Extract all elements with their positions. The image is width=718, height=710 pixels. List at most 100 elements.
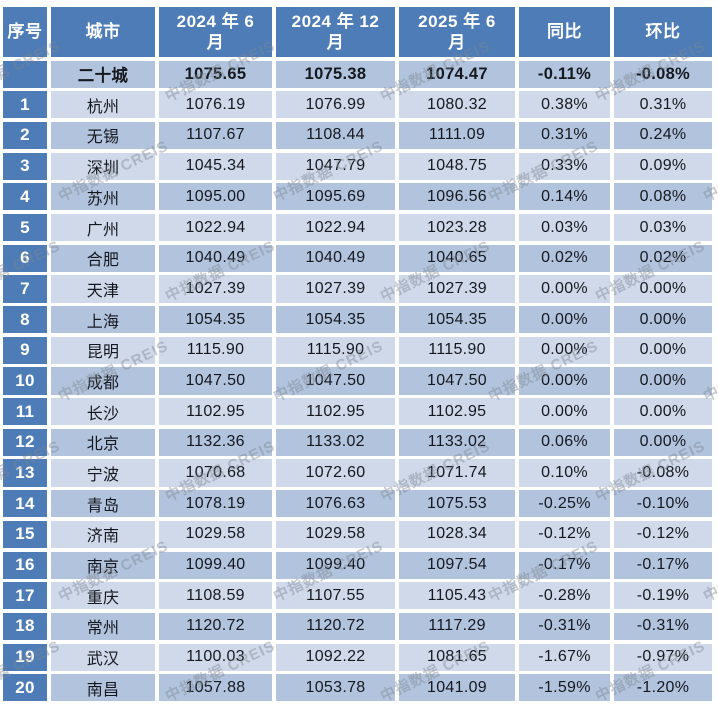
row-yoy-cell: -1.59% <box>519 674 610 702</box>
row-value-2025-06-cell: 1023.28 <box>399 213 515 242</box>
row-value-2025-06-cell: 1105.43 <box>399 582 515 610</box>
summary-row-seq-cell <box>3 60 47 88</box>
row-value-2024-12-cell: 1047.50 <box>276 367 395 395</box>
col-header-city: 城市 <box>51 7 155 57</box>
row-city-cell: 合肥 <box>51 244 155 272</box>
row-yoy-cell: -0.25% <box>519 490 610 518</box>
row-mom-cell: 0.08% <box>614 183 712 211</box>
row-value-2024-06-cell: 1076.19 <box>159 91 272 119</box>
summary-row-yoy-cell: -0.11% <box>519 60 610 88</box>
row-value-2025-06-cell: 1027.39 <box>399 275 515 303</box>
row-mom-cell: -0.31% <box>614 612 712 641</box>
row-value-2024-06-cell: 1022.94 <box>159 213 272 242</box>
row-mom-cell: -0.10% <box>614 490 712 518</box>
row-value-2025-06-cell: 1040.65 <box>399 244 515 272</box>
row-value-2025-06-cell: 1111.09 <box>399 121 515 150</box>
row-value-2025-06-cell: 1102.95 <box>399 398 515 426</box>
row-mom-cell: 0.00% <box>614 336 712 364</box>
row-yoy-cell: 0.00% <box>519 367 610 395</box>
row-seq-cell: 20 <box>3 674 47 702</box>
row-value-2024-12-cell: 1047.79 <box>276 152 395 180</box>
row-yoy-cell: 0.33% <box>519 152 610 180</box>
row-mom-cell: -0.08% <box>614 459 712 487</box>
row-value-2025-06-cell: 1115.90 <box>399 336 515 364</box>
row-seq-cell: 6 <box>3 244 47 272</box>
row-value-2024-12-cell: 1133.02 <box>276 428 395 456</box>
row-yoy-cell: 0.38% <box>519 91 610 119</box>
row-value-2024-12-cell: 1102.95 <box>276 398 395 426</box>
row-value-2024-06-cell: 1045.34 <box>159 152 272 180</box>
row-value-2024-06-cell: 1107.67 <box>159 121 272 150</box>
row-value-2025-06-cell: 1054.35 <box>399 306 515 334</box>
row-city-cell: 天津 <box>51 275 155 303</box>
row-mom-cell: -0.17% <box>614 551 712 579</box>
row-mom-cell: 0.09% <box>614 152 712 180</box>
row-value-2024-12-cell: 1076.63 <box>276 490 395 518</box>
row-yoy-cell: 0.31% <box>519 121 610 150</box>
row-value-2025-06-cell: 1096.56 <box>399 183 515 211</box>
row-seq-cell: 14 <box>3 490 47 518</box>
summary-row-value-2024-06-cell: 1075.65 <box>159 60 272 88</box>
row-value-2024-12-cell: 1022.94 <box>276 213 395 242</box>
row-mom-cell: -0.19% <box>614 582 712 610</box>
col-header-yoy: 同比 <box>519 7 610 57</box>
row-value-2024-12-cell: 1076.99 <box>276 91 395 119</box>
row-seq-cell: 7 <box>3 275 47 303</box>
row-value-2024-12-cell: 1053.78 <box>276 674 395 702</box>
row-value-2025-06-cell: 1048.75 <box>399 152 515 180</box>
row-yoy-cell: 0.00% <box>519 306 610 334</box>
summary-row-mom-cell: -0.08% <box>614 60 712 88</box>
row-value-2024-06-cell: 1132.36 <box>159 428 272 456</box>
row-yoy-cell: 0.00% <box>519 398 610 426</box>
row-yoy-cell: 0.14% <box>519 183 610 211</box>
row-value-2025-06-cell: 1047.50 <box>399 367 515 395</box>
row-value-2025-06-cell: 1075.53 <box>399 490 515 518</box>
row-seq-cell: 12 <box>3 428 47 456</box>
row-value-2024-06-cell: 1095.00 <box>159 183 272 211</box>
row-value-2024-06-cell: 1070.68 <box>159 459 272 487</box>
row-seq-cell: 16 <box>3 551 47 579</box>
row-seq-cell: 13 <box>3 459 47 487</box>
row-value-2024-06-cell: 1047.50 <box>159 367 272 395</box>
row-value-2025-06-cell: 1133.02 <box>399 428 515 456</box>
row-seq-cell: 4 <box>3 183 47 211</box>
row-mom-cell: 0.00% <box>614 275 712 303</box>
row-value-2024-12-cell: 1099.40 <box>276 551 395 579</box>
row-value-2025-06-cell: 1081.65 <box>399 643 515 671</box>
row-yoy-cell: 0.03% <box>519 213 610 242</box>
row-seq-cell: 2 <box>3 121 47 150</box>
row-mom-cell: 0.31% <box>614 91 712 119</box>
row-city-cell: 重庆 <box>51 582 155 610</box>
row-value-2024-12-cell: 1108.44 <box>276 121 395 150</box>
row-city-cell: 广州 <box>51 213 155 242</box>
row-value-2024-12-cell: 1029.58 <box>276 520 395 548</box>
summary-row-value-2025-06-cell: 1074.47 <box>399 60 515 88</box>
summary-row-value-2024-12-cell: 1075.38 <box>276 60 395 88</box>
row-value-2024-06-cell: 1120.72 <box>159 612 272 641</box>
row-mom-cell: 0.24% <box>614 121 712 150</box>
row-city-cell: 深圳 <box>51 152 155 180</box>
col-header-2024-06: 2024 年 6 月 <box>159 7 272 57</box>
row-yoy-cell: 0.02% <box>519 244 610 272</box>
row-city-cell: 昆明 <box>51 336 155 364</box>
row-value-2024-12-cell: 1107.55 <box>276 582 395 610</box>
row-city-cell: 南昌 <box>51 674 155 702</box>
row-city-cell: 无锡 <box>51 121 155 150</box>
row-value-2024-12-cell: 1040.49 <box>276 244 395 272</box>
row-value-2025-06-cell: 1117.29 <box>399 612 515 641</box>
row-yoy-cell: -0.28% <box>519 582 610 610</box>
row-mom-cell: -1.20% <box>614 674 712 702</box>
row-yoy-cell: -0.12% <box>519 520 610 548</box>
row-value-2024-06-cell: 1108.59 <box>159 582 272 610</box>
row-city-cell: 上海 <box>51 306 155 334</box>
row-city-cell: 成都 <box>51 367 155 395</box>
col-header-2024-12: 2024 年 12 月 <box>276 7 395 57</box>
row-value-2025-06-cell: 1041.09 <box>399 674 515 702</box>
row-value-2024-06-cell: 1100.03 <box>159 643 272 671</box>
row-yoy-cell: 0.00% <box>519 336 610 364</box>
row-yoy-cell: 0.00% <box>519 275 610 303</box>
row-value-2025-06-cell: 1080.32 <box>399 91 515 119</box>
row-seq-cell: 8 <box>3 306 47 334</box>
row-value-2024-06-cell: 1078.19 <box>159 490 272 518</box>
